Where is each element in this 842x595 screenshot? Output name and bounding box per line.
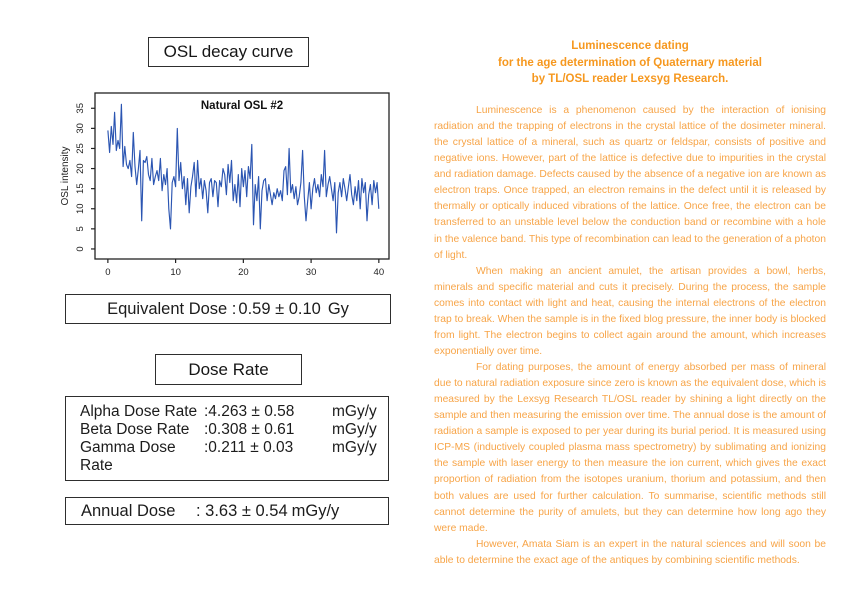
- dose-rate-row-gamma: Gamma Dose Rate :0.211 ± 0.03 mGy/y: [80, 439, 388, 475]
- x-tick-label: 20: [238, 267, 249, 278]
- dose-rate-value: :0.211 ± 0.03: [204, 439, 294, 456]
- osl-signal-line: [107, 103, 380, 234]
- dose-rate-label: Alpha Dose Rate: [80, 403, 198, 420]
- annual-dose-value: : 3.63 ± 0.54: [196, 501, 288, 520]
- body-paragraph-1: Luminescence is a phenomenon caused by t…: [434, 105, 826, 261]
- x-tick-label: 0: [105, 267, 110, 278]
- dose-rate-label: Beta Dose Rate: [80, 421, 190, 438]
- annual-dose-label: Annual Dose: [81, 501, 176, 520]
- y-tick-label: 35: [75, 103, 86, 114]
- dose-rate-unit: mGy/y: [332, 403, 377, 420]
- chart-canvas: Natural OSL #2 0 10 20 30 40 0 5 10 15 20 25 30 35 OSL…: [60, 92, 390, 278]
- dose-rate-row-beta: Beta Dose Rate :0.308 ± 0.61 mGy/y: [80, 421, 388, 439]
- chart-title: Natural OSL #2: [201, 100, 283, 112]
- y-tick-label: 5: [75, 226, 86, 231]
- osl-decay-title: OSL decay curve: [163, 42, 294, 61]
- dose-rate-value: :4.263 ± 0.58: [204, 403, 295, 420]
- heading-line-1: Luminescence dating: [571, 40, 689, 52]
- equivalent-dose-value: 0.59 ± 0.10: [238, 299, 321, 318]
- chart-ylabel: OSL intensity: [60, 146, 71, 205]
- plot-border: [94, 92, 390, 260]
- report-heading: Luminescence dating for the age determin…: [434, 38, 826, 88]
- dose-rate-table: Alpha Dose Rate :4.263 ± 0.58 mGy/y Beta…: [65, 396, 389, 481]
- dose-rate-title-box: Dose Rate: [155, 354, 302, 385]
- equivalent-dose-box: Equivalent Dose : 0.59 ± 0.10 Gy: [65, 294, 391, 324]
- body-paragraph-3: For dating purposes, the amount of energ…: [434, 362, 826, 534]
- x-tick-label: 40: [374, 267, 385, 278]
- y-tick-label: 30: [75, 123, 86, 134]
- osl-decay-title-box: OSL decay curve: [148, 37, 309, 67]
- dose-rate-title: Dose Rate: [188, 359, 269, 379]
- equivalent-dose-label: Equivalent Dose :: [107, 299, 237, 318]
- dose-rate-value: :0.308 ± 0.61: [204, 421, 295, 438]
- report-body: Luminescence is a phenomenon caused by t…: [434, 103, 826, 569]
- equivalent-dose-unit: Gy: [327, 299, 349, 318]
- y-tick-label: 20: [75, 163, 86, 174]
- heading-line-2: for the age determination of Quaternary …: [498, 56, 762, 69]
- report-text-column: Luminescence dating for the age determin…: [434, 38, 826, 569]
- y-tick-label: 15: [75, 183, 86, 194]
- osl-decay-chart: Natural OSL #2 0 10 20 30 40 0 5 10 15 20 25 30 35 OSL…: [60, 88, 400, 288]
- y-tick-label: 25: [75, 143, 86, 154]
- dose-rate-unit: mGy/y: [332, 421, 377, 438]
- body-paragraph-2: When making an ancient amulet, the artis…: [434, 265, 826, 357]
- y-tick-label: 10: [75, 203, 86, 214]
- x-tick-label: 30: [306, 267, 317, 278]
- heading-line-3: by TL/OSL reader Lexsyg Research.: [531, 73, 729, 86]
- dose-rate-row-alpha: Alpha Dose Rate :4.263 ± 0.58 mGy/y: [80, 403, 388, 421]
- body-paragraph-4: However, Amata Siam is an expert in the …: [434, 538, 826, 566]
- dose-rate-label: Gamma Dose Rate: [80, 439, 176, 474]
- y-tick-label: 0: [75, 246, 86, 251]
- x-tick-label: 10: [170, 267, 181, 278]
- annual-dose-unit: mGy/y: [291, 501, 340, 520]
- annual-dose-box: Annual Dose : 3.63 ± 0.54 mGy/y: [65, 497, 389, 525]
- dose-rate-unit: mGy/y: [332, 439, 377, 456]
